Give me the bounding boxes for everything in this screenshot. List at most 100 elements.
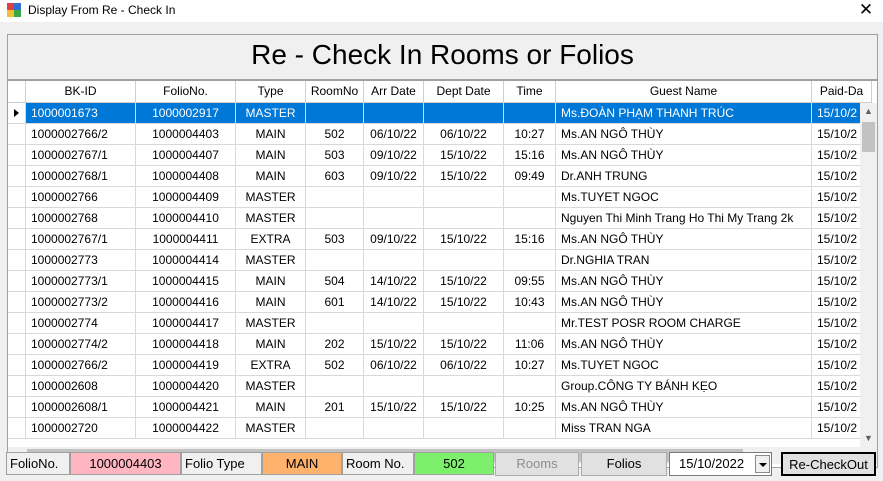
cell-dept-date[interactable]: 15/10/22 — [424, 397, 504, 418]
cell-folio-no[interactable]: 1000004422 — [136, 418, 236, 439]
cell-time[interactable]: 10:25 — [504, 397, 556, 418]
cell-arr-date[interactable]: 09/10/22 — [364, 229, 424, 250]
cell-room-no[interactable]: 601 — [306, 292, 364, 313]
cell-folio-no[interactable]: 1000004420 — [136, 376, 236, 397]
row-header[interactable] — [8, 418, 26, 439]
cell-type[interactable]: MAIN — [236, 271, 306, 292]
cell-folio-no[interactable]: 1000004417 — [136, 313, 236, 334]
cell-folio-no[interactable]: 1000004418 — [136, 334, 236, 355]
cell-time[interactable] — [504, 376, 556, 397]
row-header[interactable] — [8, 103, 26, 124]
cell-time[interactable]: 10:43 — [504, 292, 556, 313]
cell-arr-date[interactable] — [364, 103, 424, 124]
cell-guest-name[interactable]: Ms.TUYET NGOC — [556, 355, 812, 376]
cell-type[interactable]: MAIN — [236, 166, 306, 187]
cell-time[interactable]: 11:06 — [504, 334, 556, 355]
cell-arr-date[interactable] — [364, 376, 424, 397]
cell-type[interactable]: MAIN — [236, 124, 306, 145]
cell-guest-name[interactable]: Dr.ANH TRUNG — [556, 166, 812, 187]
cell-room-no[interactable]: 503 — [306, 229, 364, 250]
cell-dept-date[interactable] — [424, 187, 504, 208]
cell-room-no[interactable]: 201 — [306, 397, 364, 418]
cell-room-no[interactable] — [306, 103, 364, 124]
row-header[interactable] — [8, 124, 26, 145]
column-header-folio-no[interactable]: FolioNo. — [136, 81, 236, 103]
cell-arr-date[interactable] — [364, 418, 424, 439]
cell-bk-id[interactable]: 1000002766/2 — [26, 355, 136, 376]
cell-dept-date[interactable] — [424, 418, 504, 439]
cell-bk-id[interactable]: 1000002767/1 — [26, 229, 136, 250]
cell-type[interactable]: MASTER — [236, 187, 306, 208]
table-row[interactable]: 1000002768/1 1000004408 MAIN 603 09/10/22 15/… — [8, 166, 872, 187]
cell-guest-name[interactable]: Group.CÔNG TY BÁNH KẸO — [556, 376, 812, 397]
cell-guest-name[interactable]: Ms.AN NGÔ THÙY — [556, 397, 812, 418]
table-row[interactable]: 1000002720 1000004422 MASTER Miss TRAN NGA 1… — [8, 418, 872, 439]
cell-dept-date[interactable]: 15/10/22 — [424, 271, 504, 292]
cell-type[interactable]: MAIN — [236, 292, 306, 313]
cell-time[interactable]: 09:55 — [504, 271, 556, 292]
cell-room-no[interactable]: 502 — [306, 124, 364, 145]
cell-guest-name[interactable]: Nguyen Thi Minh Trang Ho Thi My Trang 2k — [556, 208, 812, 229]
chevron-down-icon[interactable] — [755, 455, 770, 473]
row-header[interactable] — [8, 334, 26, 355]
column-header-bk-id[interactable]: BK-ID — [26, 81, 136, 103]
cell-folio-no[interactable]: 1000004408 — [136, 166, 236, 187]
rooms-button[interactable]: Rooms — [495, 452, 579, 476]
table-row[interactable]: 1000002774/2 1000004418 MAIN 202 15/10/22 15/… — [8, 334, 872, 355]
row-header[interactable] — [8, 271, 26, 292]
close-icon[interactable]: ✕ — [858, 0, 874, 19]
cell-guest-name[interactable]: Dr.NGHIA TRAN — [556, 250, 812, 271]
cell-room-no[interactable] — [306, 313, 364, 334]
row-header[interactable] — [8, 355, 26, 376]
cell-guest-name[interactable]: Ms.TUYET NGOC — [556, 187, 812, 208]
cell-guest-name[interactable]: Ms.AN NGÔ THÙY — [556, 124, 812, 145]
cell-dept-date[interactable]: 06/10/22 — [424, 355, 504, 376]
cell-arr-date[interactable]: 14/10/22 — [364, 271, 424, 292]
column-header-guest-name[interactable]: Guest Name — [556, 81, 812, 103]
scroll-down-icon[interactable]: ▼ — [864, 433, 873, 443]
cell-type[interactable]: EXTRA — [236, 229, 306, 250]
cell-bk-id[interactable]: 1000002608/1 — [26, 397, 136, 418]
cell-arr-date[interactable]: 06/10/22 — [364, 124, 424, 145]
row-header[interactable] — [8, 166, 26, 187]
cell-folio-no[interactable]: 1000002917 — [136, 103, 236, 124]
cell-time[interactable] — [504, 250, 556, 271]
cell-folio-no[interactable]: 1000004411 — [136, 229, 236, 250]
cell-arr-date[interactable] — [364, 208, 424, 229]
cell-bk-id[interactable]: 1000002768 — [26, 208, 136, 229]
cell-room-no[interactable]: 503 — [306, 145, 364, 166]
cell-bk-id[interactable]: 1000002767/1 — [26, 145, 136, 166]
cell-paid-date[interactable]: 15/10/2 — [812, 103, 872, 124]
column-header-room-no[interactable]: RoomNo — [306, 81, 364, 103]
cell-time[interactable]: 10:27 — [504, 124, 556, 145]
cell-time[interactable]: 15:16 — [504, 229, 556, 250]
cell-arr-date[interactable] — [364, 313, 424, 334]
cell-time[interactable] — [504, 313, 556, 334]
row-header[interactable] — [8, 397, 26, 418]
table-row[interactable]: 1000001673 1000002917 MASTER Ms.ĐOÀN PHẠM T… — [8, 103, 872, 124]
cell-type[interactable]: MASTER — [236, 376, 306, 397]
folio-grid[interactable]: BK-ID FolioNo. Type RoomNo Arr Date Dept Date… — [7, 80, 878, 468]
row-header[interactable] — [8, 250, 26, 271]
cell-guest-name[interactable]: Ms.AN NGÔ THÙY — [556, 229, 812, 250]
cell-bk-id[interactable]: 1000002773/1 — [26, 271, 136, 292]
cell-bk-id[interactable]: 1000002608 — [26, 376, 136, 397]
cell-time[interactable]: 09:49 — [504, 166, 556, 187]
row-header[interactable] — [8, 313, 26, 334]
column-header-arr-date[interactable]: Arr Date — [364, 81, 424, 103]
cell-bk-id[interactable]: 1000002773/2 — [26, 292, 136, 313]
row-header[interactable] — [8, 145, 26, 166]
table-row[interactable]: 1000002773/2 1000004416 MAIN 601 14/10/22 15/… — [8, 292, 872, 313]
row-header[interactable] — [8, 292, 26, 313]
row-header[interactable] — [8, 229, 26, 250]
cell-type[interactable]: MASTER — [236, 103, 306, 124]
cell-arr-date[interactable] — [364, 187, 424, 208]
column-header-time[interactable]: Time — [504, 81, 556, 103]
scroll-up-icon[interactable]: ▲ — [864, 106, 873, 116]
cell-arr-date[interactable]: 09/10/22 — [364, 166, 424, 187]
cell-bk-id[interactable]: 1000002766/2 — [26, 124, 136, 145]
cell-bk-id[interactable]: 1000002720 — [26, 418, 136, 439]
cell-dept-date[interactable]: 15/10/22 — [424, 334, 504, 355]
row-header[interactable] — [8, 376, 26, 397]
cell-dept-date[interactable] — [424, 208, 504, 229]
